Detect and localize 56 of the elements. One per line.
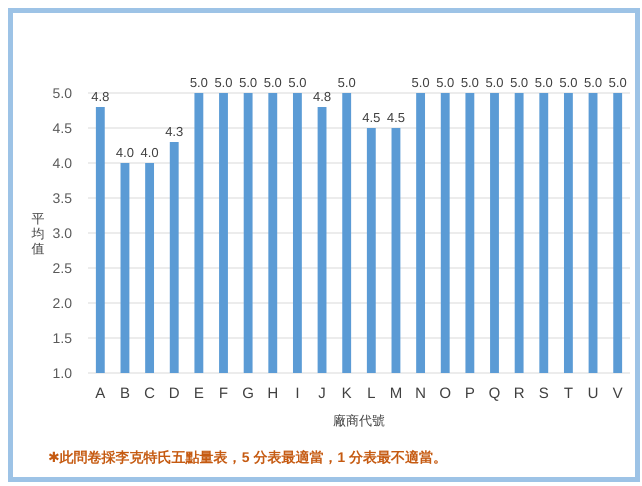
x-tick-label: E: [194, 385, 204, 402]
x-tick-label: M: [390, 385, 402, 402]
x-tick-label: Q: [488, 385, 500, 402]
data-label: 5.0: [559, 75, 578, 90]
x-tick-label: J: [318, 385, 326, 402]
y-tick-label: 2.5: [52, 260, 72, 276]
x-tick-label: I: [295, 385, 300, 402]
data-label: 5.0: [584, 75, 602, 90]
x-tick-label: P: [464, 385, 475, 402]
x-tick-label: G: [242, 385, 254, 402]
x-tick-label: T: [564, 385, 573, 402]
data-label: 5.0: [436, 75, 454, 90]
x-tick-label: U: [588, 385, 598, 402]
x-tick-label: N: [415, 385, 426, 402]
x-tick-label: C: [144, 385, 156, 402]
x-tick-label: R: [514, 385, 525, 402]
x-tick-label: S: [538, 385, 549, 402]
x-tick-label: F: [218, 385, 228, 402]
y-tick-label: 4.5: [52, 120, 72, 136]
data-label: 5.0: [239, 75, 258, 90]
x-tick-label: B: [120, 385, 130, 402]
y-tick-label: 5.0: [52, 85, 72, 101]
data-label: 5.0: [608, 75, 627, 90]
data-label: 5.0: [485, 75, 504, 90]
data-label: 4.8: [91, 89, 110, 104]
x-tick-label: A: [95, 385, 106, 402]
data-label: 5.0: [460, 75, 479, 90]
x-tick-label: K: [342, 385, 352, 402]
x-tick-label: H: [267, 385, 278, 402]
data-label: 5.0: [288, 75, 306, 90]
data-label: 4.5: [362, 110, 380, 125]
data-label: 4.0: [116, 145, 134, 160]
y-tick-label: 3.0: [52, 225, 72, 241]
data-label: 5.0: [214, 75, 233, 90]
y-tick-label: 3.5: [52, 190, 72, 206]
y-tick-label: 2.0: [52, 295, 72, 311]
x-tick-label: V: [612, 385, 623, 402]
data-label: 5.0: [412, 75, 430, 90]
data-label: 5.0: [534, 75, 553, 90]
data-label: 5.0: [338, 75, 356, 90]
data-label: 4.5: [386, 110, 405, 125]
data-label: 5.0: [264, 75, 282, 90]
x-tick-label: D: [168, 385, 180, 402]
data-label: 4.0: [140, 145, 159, 160]
data-label: 4.8: [313, 89, 332, 104]
x-tick-label: L: [367, 385, 376, 402]
y-tick-label: 1.0: [52, 365, 72, 381]
y-axis-title: 平均值: [30, 211, 44, 256]
text: ✱此問卷採李克特氏五點量表，5 分表最適當，1 分表最不適當。: [48, 449, 448, 465]
x-axis-title: 廠商代號: [333, 413, 385, 428]
data-label: 5.0: [510, 75, 528, 90]
y-tick-label: 4.0: [52, 155, 72, 171]
data-label: 5.0: [190, 75, 208, 90]
x-tick-label: O: [439, 385, 452, 402]
y-tick-label: 1.5: [52, 330, 72, 346]
data-label: 4.3: [165, 124, 184, 139]
